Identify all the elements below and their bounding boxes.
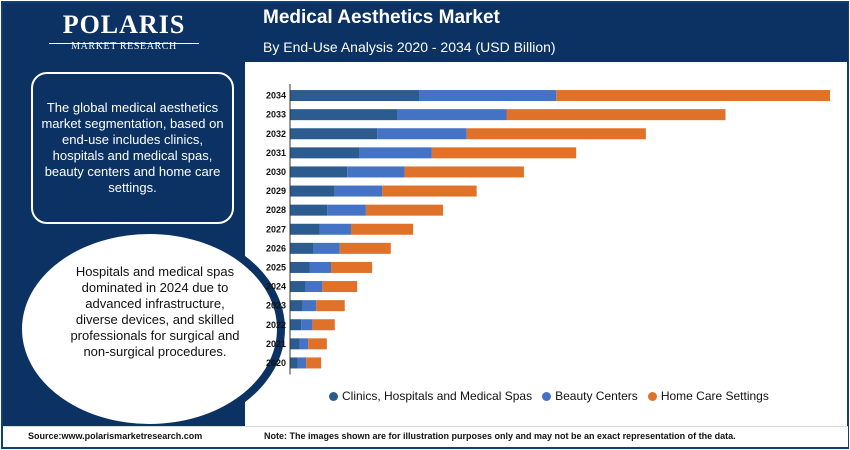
bar-2027-series-3	[350, 223, 414, 235]
chart-subtitle: By End-Use Analysis 2020 - 2034 (USD Bil…	[263, 39, 556, 55]
bar-2020-series-2	[297, 357, 307, 369]
bar-2030-series-1	[290, 166, 348, 178]
bar-2031-series-3	[431, 147, 577, 159]
source-text: Source:www.polarismarketresearch.com	[28, 431, 203, 441]
chart-legend: Clinics, Hospitals and Medical Spas Beaut…	[329, 389, 779, 403]
bar-2031-series-1	[290, 147, 360, 159]
bar-2024-series-1	[290, 281, 306, 293]
bar-2028-series-1	[290, 204, 328, 216]
category-label-2025: 2025	[266, 262, 286, 272]
bar-2021-series-2	[299, 338, 309, 350]
highlight-text: Hospitals and medical spas dominated in …	[70, 264, 240, 359]
bar-2027-series-2	[319, 223, 351, 235]
category-label-2031: 2031	[266, 148, 286, 158]
bar-2023-series-1	[290, 300, 303, 312]
category-label-2032: 2032	[266, 129, 286, 139]
category-label-2024: 2024	[266, 282, 286, 292]
logo-divider	[49, 43, 199, 44]
bar-2021-series-3	[308, 338, 327, 350]
legend-label: Home Care Settings	[660, 389, 769, 403]
chart-title: Medical Aesthetics Market	[263, 7, 500, 28]
category-label-2022: 2022	[266, 320, 286, 330]
category-label-2020: 2020	[266, 358, 286, 368]
category-label-2033: 2033	[266, 110, 286, 120]
category-label-2021: 2021	[266, 339, 286, 349]
bar-2031-series-2	[359, 147, 432, 159]
bar-2022-series-2	[301, 319, 313, 331]
disclaimer-note: Note: The images shown are for illustrat…	[264, 431, 736, 441]
stacked-bar-chart: 2034 2033 2032 2031 2030 2029 2028 2027 2026 2025…	[266, 84, 830, 375]
bar-2021-series-1	[290, 338, 300, 350]
bar-2030-series-3	[404, 166, 524, 178]
bar-2032-series-1	[290, 128, 378, 140]
bar-2029-series-3	[382, 185, 477, 197]
legend-swatch	[329, 391, 338, 401]
bar-2022-series-1	[290, 319, 302, 331]
chart-area: 2034 2033 2032 2031 2030 2029 2028 2027 2026 2025…	[245, 62, 848, 426]
legend-item-2: Beauty Centers	[542, 389, 638, 403]
bar-2025-series-3	[331, 261, 373, 273]
bar-2020-series-3	[306, 357, 322, 369]
bar-2032-series-3	[466, 128, 646, 140]
brand-tagline: MARKET RESEARCH	[71, 41, 177, 52]
bar-2026-series-2	[313, 242, 340, 254]
chart-header: Medical Aesthetics Market By End-Use Ana…	[245, 3, 848, 62]
bar-2033-series-3	[506, 109, 726, 121]
category-label-2027: 2027	[266, 224, 286, 234]
summary-box: The global medical aesthetics market seg…	[31, 72, 234, 224]
category-label-2029: 2029	[266, 186, 286, 196]
bar-2029-series-1	[290, 185, 335, 197]
category-label-2028: 2028	[266, 205, 286, 215]
bar-2023-series-2	[302, 300, 317, 312]
bar-2023-series-3	[316, 300, 345, 312]
bar-2028-series-2	[327, 204, 366, 216]
legend-swatch	[542, 391, 552, 401]
brand-name: POLARIS	[62, 10, 186, 39]
legend-label: Beauty Centers	[555, 389, 638, 403]
bar-2034-series-2	[419, 90, 557, 102]
bar-2020-series-1	[290, 357, 298, 369]
summary-text: The global medical aesthetics market seg…	[41, 100, 224, 195]
bar-2029-series-2	[334, 185, 383, 197]
category-label-2030: 2030	[266, 167, 286, 177]
category-label-2023: 2023	[266, 301, 286, 311]
bar-2022-series-3	[312, 319, 335, 331]
bar-2034-series-1	[290, 90, 420, 102]
bar-2034-series-3	[556, 90, 830, 102]
bar-2026-series-3	[339, 242, 391, 254]
bar-2024-series-2	[305, 281, 323, 293]
bar-2032-series-2	[377, 128, 467, 140]
bar-2025-series-2	[309, 261, 332, 273]
legend-item-1: Clinics, Hospitals and Medical Spas	[329, 389, 532, 403]
legend-label: Clinics, Hospitals and Medical Spas	[342, 389, 533, 403]
category-label-2026: 2026	[266, 243, 286, 253]
bar-2028-series-3	[365, 204, 444, 216]
category-label-2034: 2034	[266, 91, 286, 101]
bar-2033-series-2	[397, 109, 507, 121]
legend-swatch	[647, 391, 657, 401]
bar-2027-series-1	[290, 223, 320, 235]
bar-2033-series-1	[290, 109, 398, 121]
bar-2026-series-1	[290, 242, 314, 254]
footer-bar	[3, 426, 848, 447]
legend-item-3: Home Care Settings	[647, 389, 769, 403]
brand-logo: POLARIS MARKET RESEARCH	[49, 12, 199, 56]
bar-2024-series-3	[322, 281, 358, 293]
bar-2025-series-1	[290, 261, 310, 273]
bar-2030-series-2	[347, 166, 405, 178]
